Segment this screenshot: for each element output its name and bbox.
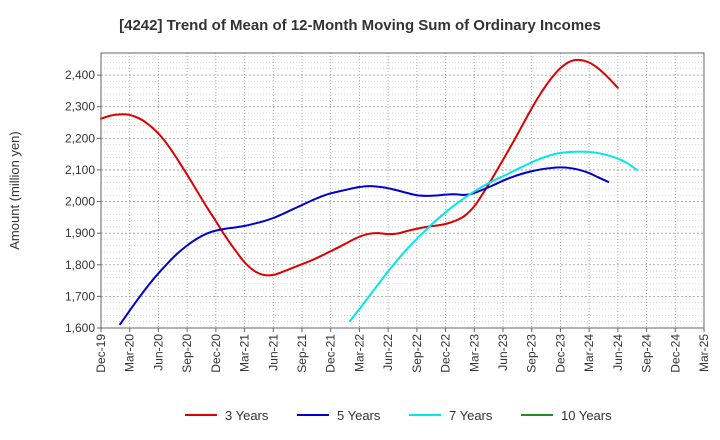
y-tick-label: 1,800	[65, 258, 95, 272]
legend-item-10-years[interactable]: 10 Years	[521, 408, 612, 423]
series-line-7-years	[348, 150, 638, 323]
x-tick-label: Mar-24	[582, 334, 596, 372]
series-lines	[100, 58, 638, 326]
x-tick-label: Jun-22	[381, 334, 395, 371]
x-tick-label: Jun-21	[266, 334, 280, 371]
x-tick-label: Jun-20	[151, 334, 165, 371]
legend-item-7-years[interactable]: 7 Years	[409, 408, 493, 423]
legend-label: 10 Years	[561, 408, 612, 423]
x-tick-label: Jun-24	[611, 334, 625, 371]
series-line-5-years	[119, 166, 610, 326]
y-tick-label: 2,400	[65, 68, 95, 82]
y-axis-label: Amount (million yen)	[7, 131, 22, 250]
y-tick-label: 1,900	[65, 226, 95, 240]
x-tick-label: Mar-21	[238, 334, 252, 372]
legend-label: 7 Years	[449, 408, 493, 423]
y-tick-label: 1,600	[65, 321, 95, 335]
y-axis-ticks: 1,600 1,700 1,800 1,900 2,000 2,100 2,200 2,300…	[65, 68, 101, 335]
x-tick-label: Mar-20	[123, 334, 137, 372]
x-tick-label: Dec-21	[324, 334, 338, 373]
y-tick-label: 2,200	[65, 131, 95, 145]
legend-label: 5 Years	[337, 408, 381, 423]
y-tick-label: 2,000	[65, 195, 95, 209]
plot-area	[101, 53, 704, 328]
x-tick-label: Mar-22	[352, 334, 366, 372]
plot-frame	[100, 52, 705, 329]
y-tick-label: 2,100	[65, 163, 95, 177]
x-tick-label: Jun-23	[496, 334, 510, 371]
x-axis-ticks: Dec-19 Mar-20 Jun-20 Sep-20 Dec-20 Mar-21 Jun-…	[94, 328, 711, 373]
y-tick-label: 1,700	[65, 289, 95, 303]
legend-label: 3 Years	[225, 408, 269, 423]
x-tick-label: Sep-20	[180, 334, 194, 373]
x-tick-label: Sep-23	[525, 334, 539, 373]
x-tick-label: Mar-25	[697, 334, 711, 372]
legend-item-3-years[interactable]: 3 Years	[185, 408, 269, 423]
legend[interactable]: 3 Years 5 Years 7 Years 10 Years	[185, 408, 612, 423]
x-tick-label: Dec-19	[94, 334, 108, 373]
x-tick-label: Sep-24	[640, 334, 654, 373]
x-tick-label: Dec-22	[439, 334, 453, 373]
x-tick-label: Sep-21	[295, 334, 309, 373]
x-tick-label: Mar-23	[467, 334, 481, 372]
x-tick-label: Sep-22	[410, 334, 424, 373]
y-tick-label: 2,300	[65, 100, 95, 114]
chart-title: [4242] Trend of Mean of 12-Month Moving …	[119, 17, 601, 34]
x-tick-label: Dec-20	[209, 334, 223, 373]
series-line-3-years	[100, 58, 619, 277]
x-tick-label: Dec-23	[553, 334, 567, 373]
x-tick-label: Dec-24	[668, 334, 682, 373]
legend-item-5-years[interactable]: 5 Years	[297, 408, 381, 423]
